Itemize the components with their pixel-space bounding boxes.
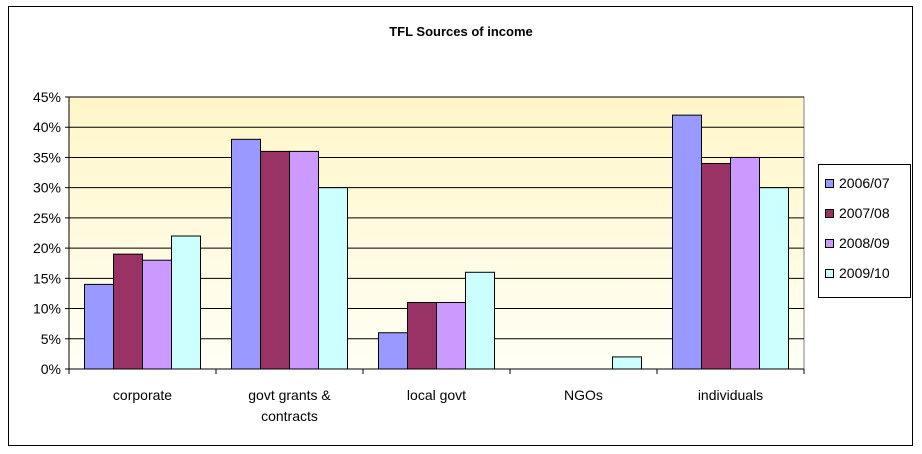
bar [436, 302, 466, 370]
y-tick-label: 25% [33, 210, 61, 226]
y-tick-label: 35% [33, 149, 61, 165]
category-label: individuals [698, 387, 763, 403]
legend-swatch [825, 268, 834, 278]
x-axis: corporate govt grants & contracts local gov… [68, 368, 805, 424]
y-tick-label: 5% [41, 331, 61, 347]
legend-item: 2008/09 [825, 235, 890, 251]
bar [260, 150, 290, 370]
y-tick-label: 30% [33, 180, 61, 196]
y-axis: 0% 5% 10% 15% 20% 25% 30% 35% 40% 45% [33, 89, 70, 377]
legend-swatch [825, 178, 834, 188]
bar [612, 356, 642, 370]
bar [730, 156, 760, 370]
bar [142, 259, 172, 370]
bar [701, 162, 731, 370]
bar [289, 150, 319, 370]
bars [84, 114, 789, 370]
bar [318, 187, 348, 370]
legend-item: 2007/08 [825, 205, 890, 221]
bar [407, 302, 437, 370]
category-label: corporate [113, 387, 172, 403]
bar [113, 253, 143, 370]
category-label: govt grants & contracts [248, 387, 331, 424]
bar [759, 187, 789, 370]
bar [171, 235, 201, 370]
bar [672, 114, 702, 370]
legend-item: 2006/07 [825, 175, 890, 191]
legend-swatch [825, 238, 834, 248]
category-label: local govt [407, 387, 466, 403]
bar [465, 271, 495, 370]
legend-label: 2008/09 [839, 235, 890, 251]
legend: 2006/07 2007/08 2008/09 2009/10 [818, 164, 911, 298]
legend-label: 2006/07 [839, 175, 890, 191]
y-tick-label: 45% [33, 89, 61, 105]
chart-title: TFL Sources of income [389, 24, 533, 39]
legend-swatch [825, 208, 834, 218]
legend-label: 2007/08 [839, 205, 890, 221]
legend-label: 2009/10 [839, 265, 890, 281]
bar [84, 283, 114, 370]
y-tick-label: 10% [33, 301, 61, 317]
y-tick-label: 40% [33, 119, 61, 135]
bar [378, 332, 408, 370]
y-tick-label: 0% [41, 361, 61, 377]
category-label: NGOs [564, 387, 603, 403]
y-tick-label: 15% [33, 270, 61, 286]
legend-item: 2009/10 [825, 265, 890, 281]
bar [231, 138, 261, 370]
y-tick-label: 20% [33, 240, 61, 256]
